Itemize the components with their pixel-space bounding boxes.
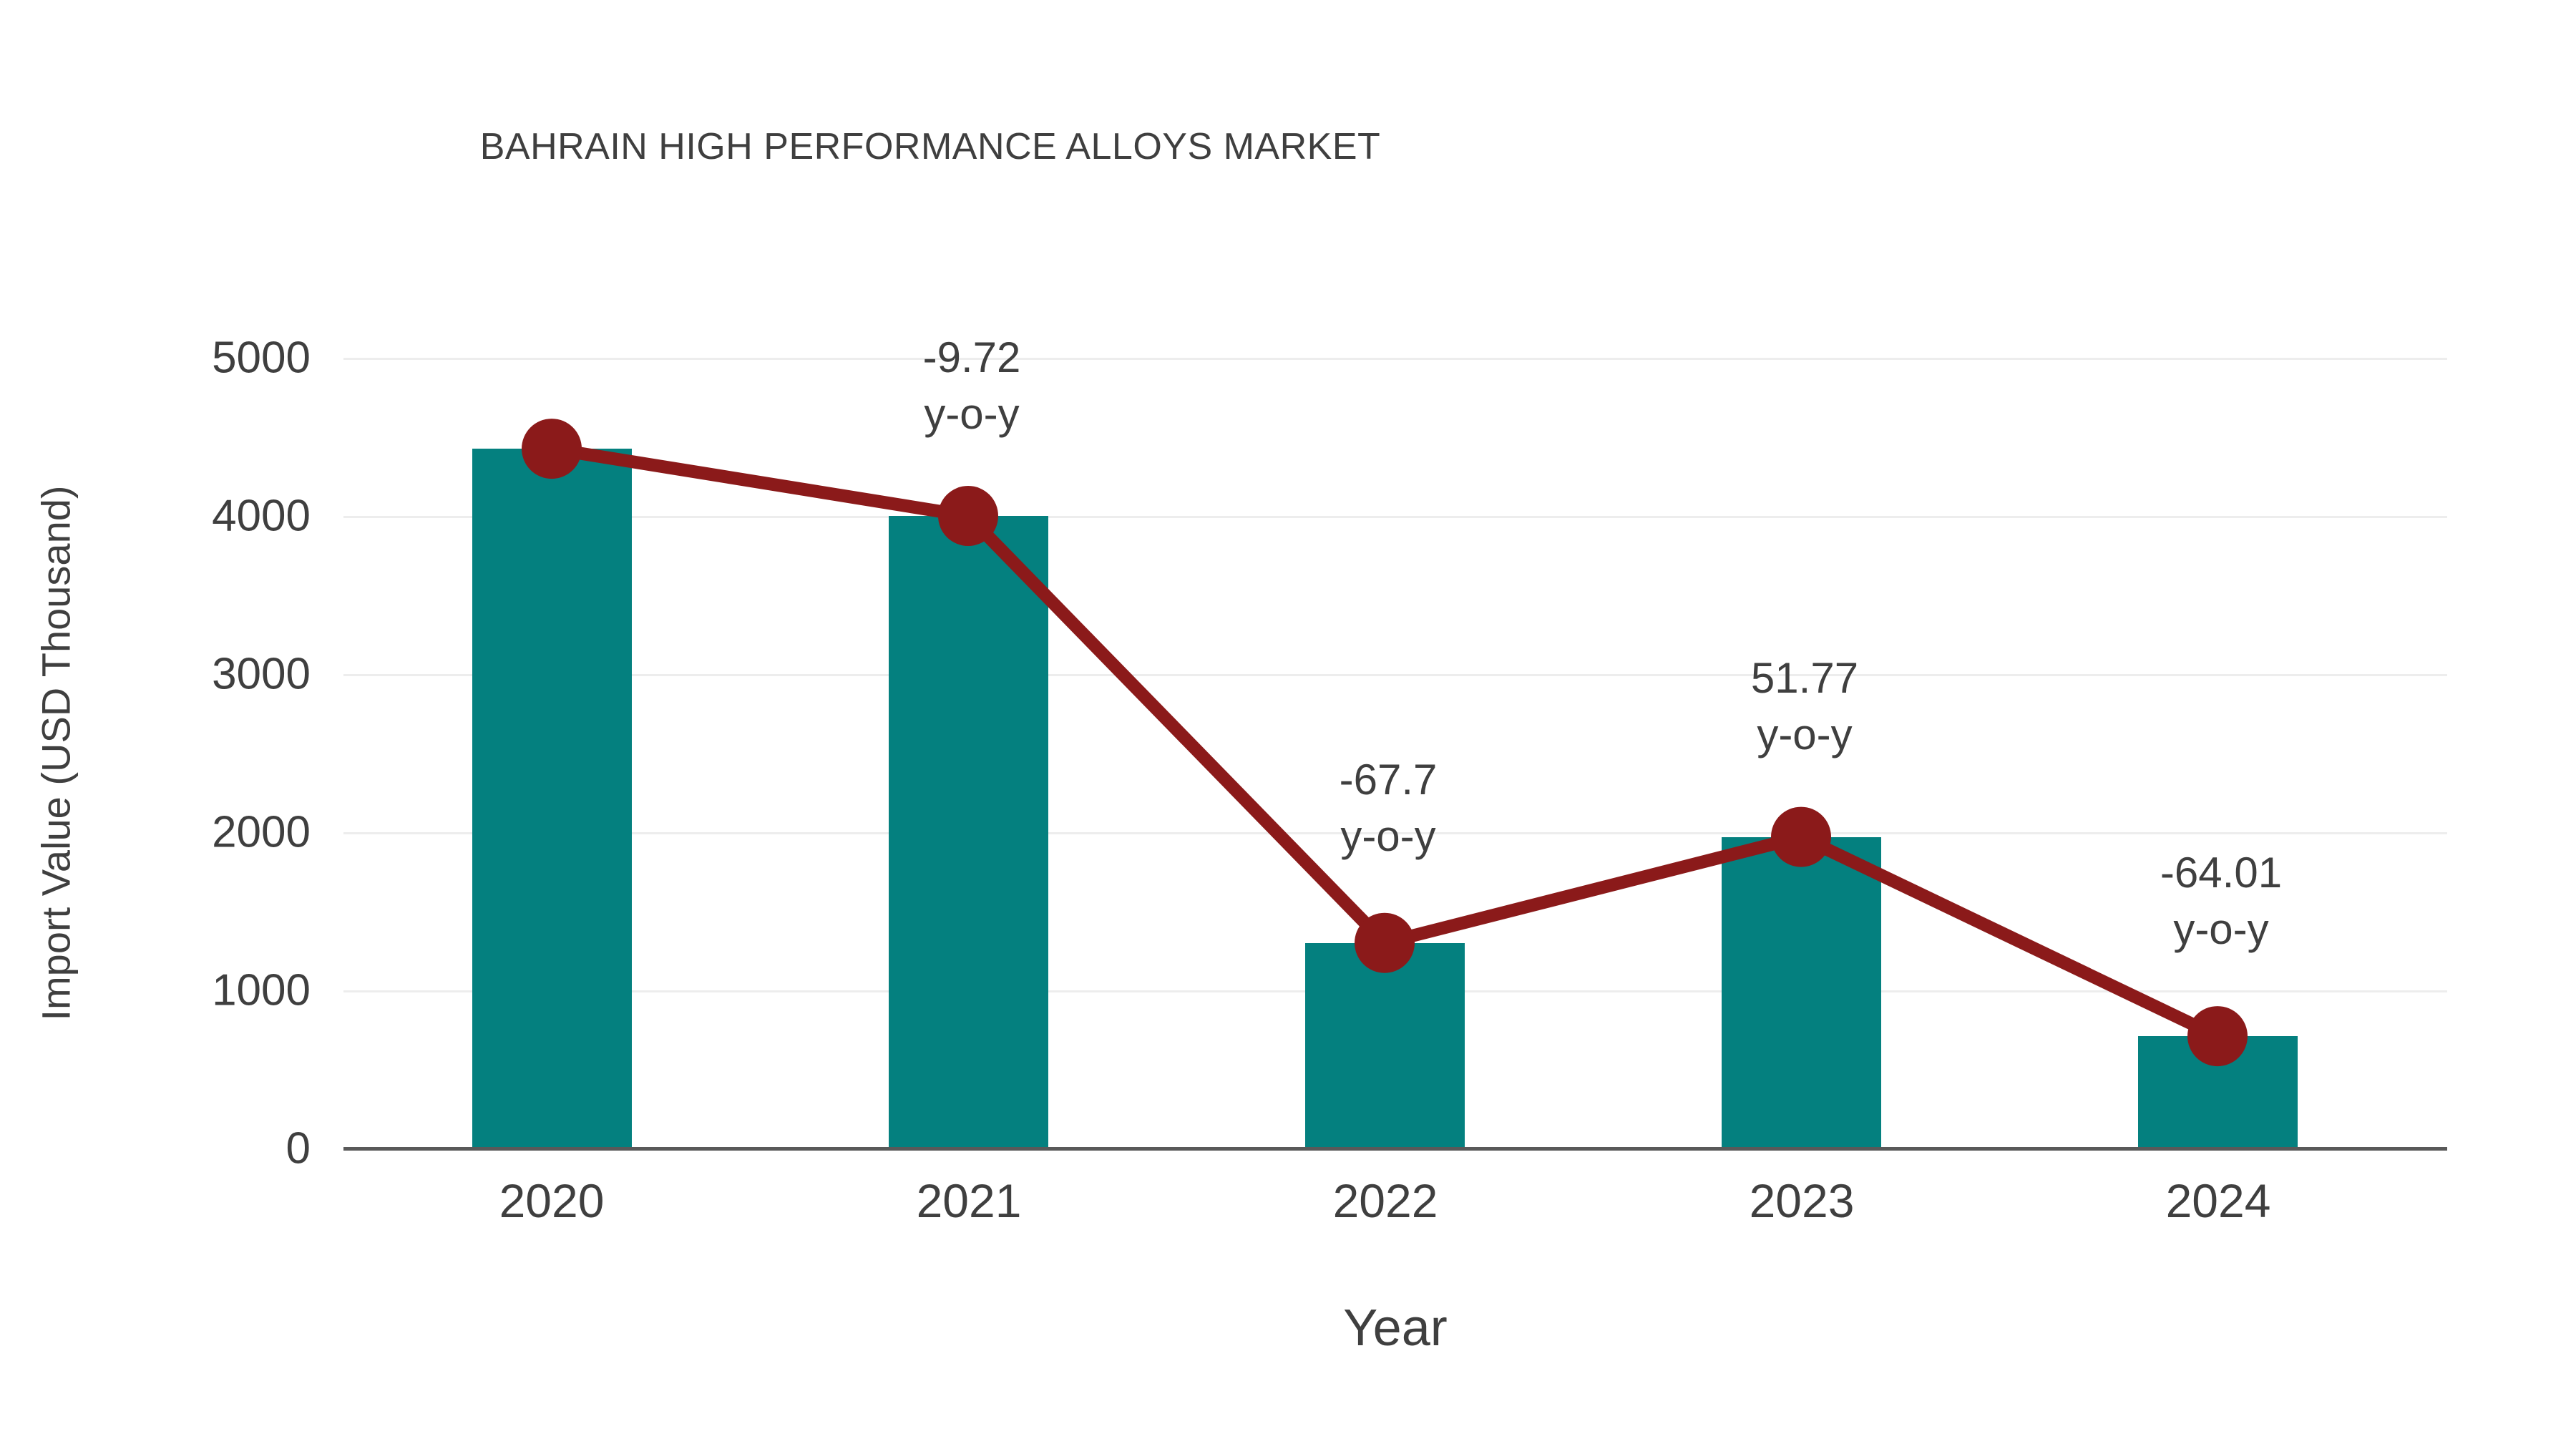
annotation-2022-unit: y-o-y xyxy=(1340,812,1436,861)
bar-2023[interactable] xyxy=(1721,836,1881,1148)
y-tick-label-2000: 2000 xyxy=(212,807,311,857)
bar-2021[interactable] xyxy=(888,516,1048,1148)
y-tick-label-0: 0 xyxy=(286,1123,311,1174)
chart-title: BAHRAIN HIGH PERFORMANCE ALLOYS MARKET xyxy=(479,126,1381,167)
annotation-2024-value: -64.01 xyxy=(2160,849,2283,897)
x-tick-label-2021: 2021 xyxy=(916,1174,1022,1227)
annotation-2021-value: -9.72 xyxy=(922,333,1021,381)
bar-2020[interactable] xyxy=(472,449,632,1148)
y-tick-label-1000: 1000 xyxy=(212,965,311,1015)
bar-2024[interactable] xyxy=(2137,1036,2298,1148)
annotation-2024-unit: y-o-y xyxy=(2173,905,2269,954)
x-axis-line xyxy=(343,1147,2447,1151)
annotation-2023: 51.77 y-o-y xyxy=(1751,650,1858,763)
gridline-3000 xyxy=(343,674,2447,676)
x-axis-title: Year xyxy=(1343,1299,1448,1357)
annotation-2023-value: 51.77 xyxy=(1750,654,1859,702)
gridline-5000 xyxy=(343,358,2447,360)
annotation-2023-unit: y-o-y xyxy=(1757,711,1853,759)
x-tick-label-2023: 2023 xyxy=(1749,1174,1855,1227)
y-tick-label-4000: 4000 xyxy=(212,491,311,541)
bar-2022[interactable] xyxy=(1304,942,1465,1148)
annotation-2024: -64.01 y-o-y xyxy=(2160,844,2282,957)
annotation-2021-unit: y-o-y xyxy=(924,390,1020,439)
x-tick-label-2024: 2024 xyxy=(2165,1174,2271,1227)
y-tick-label-5000: 5000 xyxy=(212,333,311,383)
annotation-2022: -67.7 y-o-y xyxy=(1340,751,1438,864)
x-tick-label-2020: 2020 xyxy=(499,1174,605,1227)
y-axis-title: Import Value (USD Thousand) xyxy=(33,485,79,1021)
x-tick-label-2022: 2022 xyxy=(1332,1174,1438,1227)
y-tick-label-3000: 3000 xyxy=(212,649,311,699)
annotation-2021: -9.72 y-o-y xyxy=(923,329,1021,442)
annotation-2022-value: -67.7 xyxy=(1339,756,1438,804)
gridline-4000 xyxy=(343,516,2447,518)
